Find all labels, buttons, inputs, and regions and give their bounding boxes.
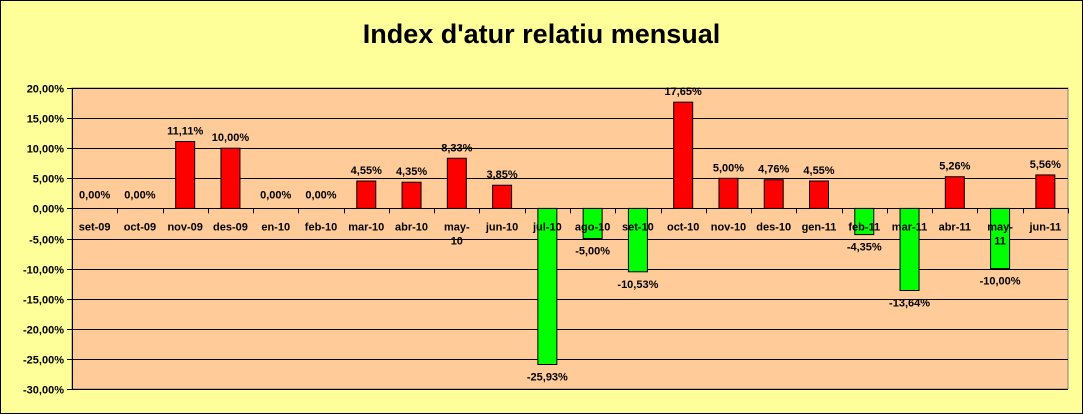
chart-title: Index d'atur relatiu mensual [362, 19, 721, 49]
bar [718, 177, 739, 209]
x-tick-label: abr-10 [395, 221, 428, 233]
x-tick-label: oct-10 [667, 221, 699, 233]
y-tick-label: -5,00% [29, 235, 64, 247]
y-tick-label: -10,00% [23, 265, 64, 277]
data-label: 5,56% [1030, 159, 1061, 171]
x-tick-label: may-10 [444, 221, 470, 247]
x-tick-label: nov-09 [167, 221, 202, 233]
x-tick-label: mar-11 [892, 221, 927, 233]
x-tick-label: jun-10 [485, 221, 518, 233]
data-label: 5,00% [713, 162, 744, 174]
data-label: 4,76% [758, 164, 789, 176]
data-label: 4,35% [396, 166, 427, 178]
data-label: 0,00% [260, 189, 291, 201]
y-tick-label: 10,00% [27, 144, 65, 156]
x-tick-label: set-09 [79, 221, 111, 233]
bar [944, 176, 965, 209]
y-tick-label: 15,00% [27, 114, 65, 126]
x-tick-label: jun-11 [1028, 221, 1061, 233]
data-label: 4,55% [803, 165, 834, 177]
bar [673, 101, 694, 209]
data-label: 5,26% [939, 161, 970, 173]
data-label: 0,00% [79, 189, 110, 201]
data-label: 10,00% [212, 132, 250, 144]
x-tick-label: abr-11 [939, 221, 971, 233]
x-tick-label: oct-09 [124, 221, 156, 233]
data-label: 0,00% [124, 189, 155, 201]
data-label: 8,33% [441, 142, 472, 154]
y-tick-label: 0,00% [33, 204, 64, 216]
x-tick-label: feb-11 [848, 221, 880, 233]
data-label: 4,55% [351, 165, 382, 177]
bar [809, 180, 829, 209]
bar [763, 179, 784, 209]
bar [175, 141, 196, 209]
y-tick-label: -20,00% [23, 325, 64, 337]
data-label: 0,00% [305, 189, 336, 201]
y-tick-label: 20,00% [27, 84, 65, 96]
data-label: -10,00% [980, 276, 1021, 288]
bar [356, 180, 377, 209]
x-tick-label: des-09 [213, 221, 248, 233]
data-label: -5,00% [575, 246, 610, 258]
bar [492, 184, 513, 209]
x-tick-label: gen-11 [802, 221, 837, 233]
bar [401, 181, 422, 209]
x-tick-label: jul-10 [532, 221, 562, 233]
x-tick-label: nov-10 [711, 221, 746, 233]
bar [446, 157, 467, 209]
y-tick-label: -30,00% [23, 385, 64, 397]
data-label: 17,65% [665, 86, 703, 98]
y-tick-label: -25,00% [23, 355, 64, 367]
x-tick-label: en-10 [261, 221, 290, 233]
data-label: 3,85% [486, 169, 517, 181]
y-tick-label: -15,00% [23, 295, 64, 307]
data-label: -4,35% [847, 242, 882, 254]
data-label: -25,93% [527, 371, 568, 383]
x-tick-label: ago-10 [575, 221, 610, 233]
y-tick-label: 5,00% [33, 174, 64, 186]
data-label: -13,64% [889, 298, 930, 310]
x-tick-label: set-10 [622, 221, 654, 233]
data-label: 11,11% [167, 126, 203, 138]
bar [1035, 174, 1056, 209]
x-tick-label: mar-10 [348, 221, 384, 233]
x-tick-label: des-10 [756, 221, 791, 233]
x-tick-label: may-11 [987, 221, 1013, 247]
bar [220, 147, 241, 209]
x-tick-label: feb-10 [305, 221, 337, 233]
bar [627, 207, 648, 273]
data-label: -10,53% [617, 279, 658, 291]
